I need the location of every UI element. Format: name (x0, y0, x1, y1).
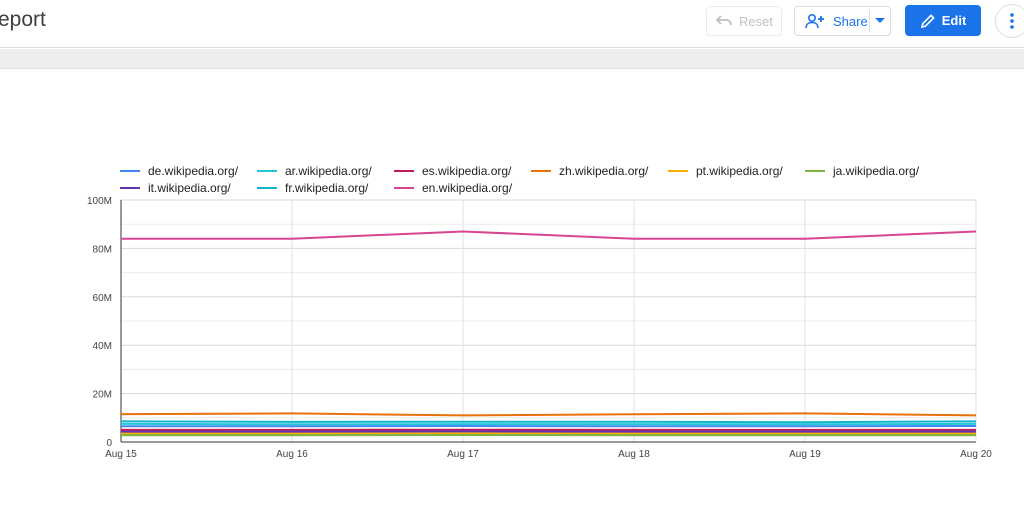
legend-swatch (120, 169, 140, 172)
legend-item[interactable]: de.wikipedia.org/ (120, 164, 257, 178)
legend-swatch (668, 169, 688, 172)
legend-label: de.wikipedia.org/ (148, 163, 239, 178)
legend-swatch (257, 186, 277, 189)
share-dropdown-button[interactable] (875, 7, 885, 35)
edit-button[interactable]: Edit (905, 5, 981, 36)
reset-button[interactable]: Reset (706, 6, 782, 36)
series-line-fr (120, 420, 977, 424)
y-tick-label: 0 (106, 438, 112, 449)
legend-swatch (257, 169, 277, 172)
legend-label: en.wikipedia.org/ (422, 180, 513, 195)
legend-label: ja.wikipedia.org/ (833, 163, 920, 178)
legend-label: es.wikipedia.org/ (422, 163, 512, 178)
more-vert-icon (1010, 13, 1014, 29)
series-line-zh (120, 412, 977, 417)
more-options-button[interactable] (995, 4, 1024, 38)
legend-item[interactable]: zh.wikipedia.org/ (531, 164, 668, 178)
y-tick-label: 100M (87, 196, 112, 207)
report-header: eport Reset Share Edit (0, 0, 1024, 48)
person-add-icon (805, 13, 824, 29)
x-tick-label: Aug 19 (789, 449, 821, 460)
legend-swatch (120, 186, 140, 189)
legend-item[interactable]: es.wikipedia.org/ (394, 164, 531, 178)
share-button[interactable]: Share (805, 7, 868, 35)
y-tick-label: 20M (93, 390, 112, 401)
share-button-label: Share (833, 13, 868, 29)
legend-item[interactable]: it.wikipedia.org/ (120, 181, 257, 195)
y-tick-label: 80M (93, 244, 112, 255)
legend-label: pt.wikipedia.org/ (696, 163, 783, 178)
reset-button-label: Reset (739, 13, 773, 29)
toolbar-strip (0, 49, 1024, 69)
page-title: eport (0, 8, 46, 31)
chart-legend: de.wikipedia.org/ar.wikipedia.org/es.wik… (120, 162, 1000, 196)
legend-row: it.wikipedia.org/fr.wikipedia.org/en.wik… (120, 179, 1000, 196)
y-tick-label: 40M (93, 341, 112, 352)
x-tick-label: Aug 15 (105, 449, 137, 460)
pencil-icon (920, 13, 935, 28)
x-tick-label: Aug 20 (960, 449, 992, 460)
share-divider (869, 10, 870, 32)
legend-item[interactable]: en.wikipedia.org/ (394, 181, 531, 195)
share-button-group: Share (794, 6, 891, 36)
legend-item[interactable]: ar.wikipedia.org/ (257, 164, 394, 178)
caret-down-icon (875, 18, 885, 23)
edit-button-label: Edit (941, 13, 967, 28)
legend-item[interactable]: ja.wikipedia.org/ (805, 164, 942, 178)
series-line-en (121, 230, 977, 240)
x-tick-label: Aug 17 (447, 449, 479, 460)
y-tick-label: 60M (93, 293, 112, 304)
legend-label: zh.wikipedia.org/ (559, 163, 649, 178)
x-tick-label: Aug 16 (276, 449, 308, 460)
legend-swatch (394, 186, 414, 189)
legend-row: de.wikipedia.org/ar.wikipedia.org/es.wik… (120, 162, 1000, 179)
legend-item[interactable]: fr.wikipedia.org/ (257, 181, 394, 195)
legend-swatch (394, 169, 414, 172)
legend-swatch (531, 169, 551, 172)
legend-label: ar.wikipedia.org/ (285, 163, 372, 178)
legend-item[interactable]: pt.wikipedia.org/ (668, 164, 805, 178)
legend-label: it.wikipedia.org/ (148, 180, 231, 195)
undo-icon (715, 15, 732, 26)
legend-swatch (805, 169, 825, 172)
x-tick-label: Aug 18 (618, 449, 650, 460)
legend-label: fr.wikipedia.org/ (285, 180, 369, 195)
